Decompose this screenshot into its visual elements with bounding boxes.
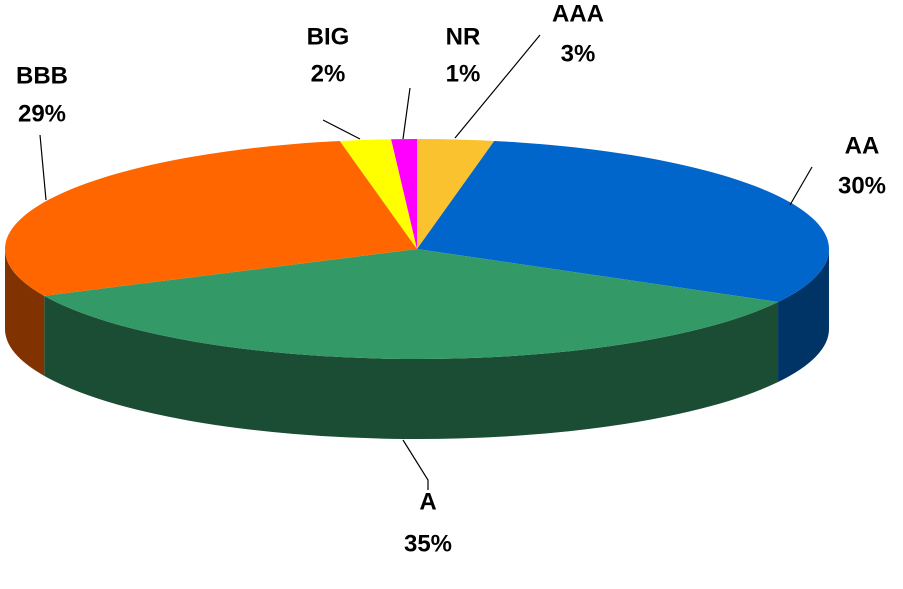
value-label: 2%: [311, 60, 346, 87]
value-label: 35%: [404, 530, 452, 557]
value-label: 29%: [18, 100, 66, 127]
leader-line: [322, 119, 361, 140]
leader-line: [39, 134, 47, 201]
leader-line: [454, 34, 541, 139]
value-label: 1%: [446, 60, 481, 87]
slice: [417, 139, 495, 249]
category-label: NR: [446, 23, 481, 50]
slice: [44, 249, 779, 359]
slice-side: [778, 249, 829, 382]
value-label: 30%: [838, 172, 886, 199]
slice: [391, 139, 417, 249]
slice: [4, 140, 417, 296]
category-label: BBB: [16, 62, 68, 89]
category-label: AA: [845, 132, 880, 159]
category-label: BIG: [307, 23, 350, 50]
slice: [417, 140, 829, 302]
leader-line: [402, 439, 429, 490]
slice: [339, 139, 417, 249]
slice-side: [44, 295, 779, 439]
category-label: AAA: [552, 0, 604, 27]
slice-side: [5, 249, 45, 376]
leader-line: [789, 166, 813, 206]
value-label: 3%: [561, 40, 596, 67]
category-label: A: [419, 488, 436, 515]
leader-line: [402, 87, 411, 140]
